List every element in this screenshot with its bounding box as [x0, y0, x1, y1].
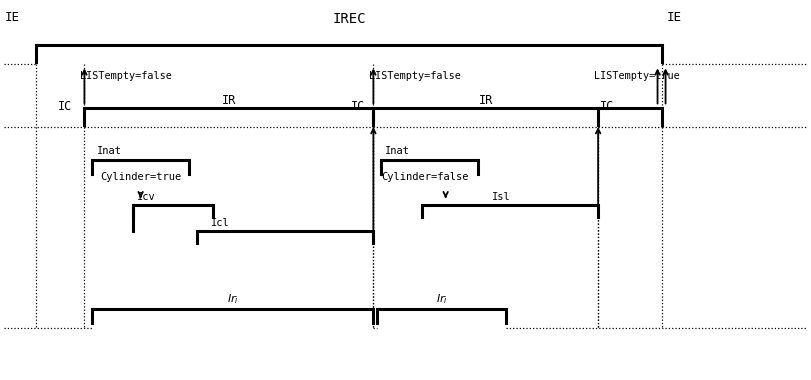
Text: Cylinder=true: Cylinder=true	[101, 172, 182, 182]
Text: IC: IC	[600, 100, 614, 113]
Text: LISTempty=false: LISTempty=false	[80, 71, 172, 81]
Text: IR: IR	[478, 93, 493, 106]
Text: Inat: Inat	[97, 146, 122, 156]
Text: Cylinder=false: Cylinder=false	[381, 172, 469, 182]
Text: LISTempty=false: LISTempty=false	[369, 71, 461, 81]
Text: $Ir_i$: $Ir_i$	[436, 292, 448, 306]
Text: $Ir_i$: $Ir_i$	[227, 292, 239, 306]
Text: IC: IC	[351, 100, 365, 113]
Text: IREC: IREC	[333, 12, 366, 26]
Text: Icl: Icl	[211, 218, 230, 228]
Text: IE: IE	[667, 11, 681, 24]
Text: Inat: Inat	[385, 146, 410, 156]
Text: IR: IR	[221, 93, 236, 106]
Text: Icv: Icv	[136, 192, 156, 202]
Text: IE: IE	[5, 11, 20, 24]
Text: Isl: Isl	[492, 192, 511, 202]
Text: LISTempty=true: LISTempty=true	[594, 71, 680, 81]
Text: IC: IC	[58, 100, 72, 113]
